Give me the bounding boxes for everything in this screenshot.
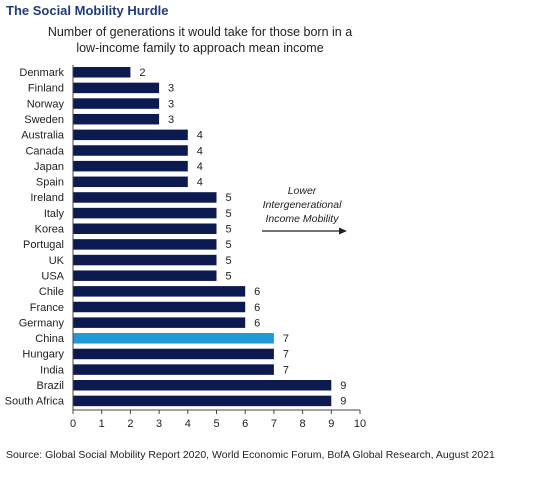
value-labels-group: 2 3 3 3 4 4 4 4 5 5 5 5 5 5 6 6 6 7 7 7 9 9 xyxy=(139,67,346,408)
bar-brazil xyxy=(73,380,332,391)
bar-sweden xyxy=(73,113,160,125)
x-tick-label: 1 xyxy=(99,418,105,430)
category-label: Japan xyxy=(34,161,64,173)
x-tick-label: 2 xyxy=(127,418,133,430)
category-label: South Africa xyxy=(5,396,65,408)
bar-hungary xyxy=(73,348,274,360)
value-label: 5 xyxy=(225,270,231,282)
x-tick-label: 8 xyxy=(300,418,306,430)
bar-portugal xyxy=(73,239,217,250)
category-label: Korea xyxy=(35,224,65,236)
annotation-line-3: Income Mobility xyxy=(266,213,340,225)
value-label: 3 xyxy=(168,98,174,110)
bar-germany xyxy=(73,317,246,328)
category-label: France xyxy=(30,302,64,314)
bar-chart: Denmark Finland Norway Sweden Australia Canad… xyxy=(5,65,366,430)
bar-norway xyxy=(73,98,160,109)
bar-chile xyxy=(73,286,246,297)
category-label: Spain xyxy=(36,177,64,189)
x-tick-label: 3 xyxy=(156,418,162,430)
category-label: Portugal xyxy=(23,239,64,251)
value-label: 2 xyxy=(139,67,145,79)
x-tick-label: 5 xyxy=(213,418,219,430)
x-tick-label: 7 xyxy=(271,418,277,430)
category-label: Canada xyxy=(25,145,64,157)
category-label: Germany xyxy=(19,317,65,329)
bar-denmark xyxy=(73,67,131,78)
chart-title: The Social Mobility Hurdle xyxy=(6,3,169,18)
category-label: USA xyxy=(41,270,64,282)
source-note: Source: Global Social Mobility Report 20… xyxy=(6,449,495,461)
category-label: Finland xyxy=(28,83,64,95)
category-label: Italy xyxy=(44,208,65,220)
x-tick-label: 10 xyxy=(354,418,366,430)
category-label: Chile xyxy=(39,286,64,298)
x-axis: 0 1 2 3 4 5 6 7 8 9 10 xyxy=(70,65,366,430)
category-label: Ireland xyxy=(30,192,64,204)
category-label: Hungary xyxy=(22,349,64,361)
value-label: 5 xyxy=(225,208,231,220)
value-label: 9 xyxy=(340,380,346,392)
x-tick-label: 4 xyxy=(185,418,191,430)
value-label: 6 xyxy=(254,286,260,298)
value-label: 4 xyxy=(197,161,203,173)
bar-japan xyxy=(73,160,188,172)
category-labels-group: Denmark Finland Norway Sweden Australia Canad… xyxy=(5,67,65,408)
category-label: Sweden xyxy=(24,114,64,126)
bar-uk xyxy=(73,254,217,266)
bar-italy xyxy=(73,207,217,219)
category-label: India xyxy=(40,364,65,376)
value-label: 6 xyxy=(254,317,260,329)
bar-france xyxy=(73,301,246,313)
value-label: 7 xyxy=(283,333,289,345)
value-label: 5 xyxy=(225,239,231,251)
x-tick-label: 0 xyxy=(70,418,76,430)
x-tick-label: 6 xyxy=(242,418,248,430)
value-label: 3 xyxy=(168,83,174,95)
annotation-arrow-head xyxy=(339,227,347,235)
category-label: Denmark xyxy=(19,67,64,79)
value-label: 3 xyxy=(168,114,174,126)
value-label: 5 xyxy=(225,255,231,267)
category-label: UK xyxy=(49,255,65,267)
bar-korea xyxy=(73,223,217,234)
annotation-line-1: Lower xyxy=(288,185,317,197)
category-label: China xyxy=(35,333,65,345)
bar-australia xyxy=(73,129,188,141)
bar-ireland xyxy=(73,192,217,203)
category-label: Norway xyxy=(27,98,65,110)
annotation-line-2: Intergenerational xyxy=(263,199,342,211)
bar-china xyxy=(73,333,274,344)
value-label: 7 xyxy=(283,349,289,361)
bar-usa xyxy=(73,270,217,281)
value-label: 5 xyxy=(225,192,231,204)
value-label: 9 xyxy=(340,396,346,408)
bar-finland xyxy=(73,82,160,94)
value-label: 4 xyxy=(197,130,203,142)
bar-south-africa xyxy=(73,395,332,407)
category-label: Australia xyxy=(21,130,65,142)
chart-subtitle: Number of generations it would take for … xyxy=(47,25,353,55)
value-label: 4 xyxy=(197,145,203,157)
mobility-annotation: Lower Intergenerational Income Mobility xyxy=(262,185,347,235)
bar-spain xyxy=(73,176,188,188)
value-label: 5 xyxy=(225,224,231,236)
value-label: 6 xyxy=(254,302,260,314)
value-label: 7 xyxy=(283,364,289,376)
value-label: 4 xyxy=(197,177,203,189)
bar-canada xyxy=(73,145,188,156)
bars-group xyxy=(73,67,332,407)
category-label: Brazil xyxy=(36,380,64,392)
x-tick-label: 9 xyxy=(328,418,334,430)
bar-india xyxy=(73,364,274,375)
